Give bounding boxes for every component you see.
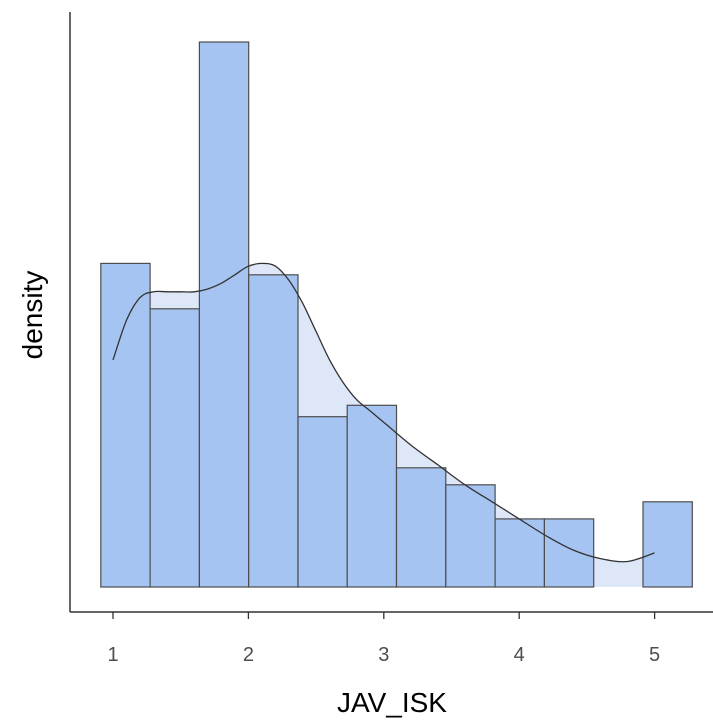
y-axis-title: density bbox=[17, 271, 48, 360]
histogram-bar-9 bbox=[494, 518, 546, 588]
x-tick-label-5: 5 bbox=[649, 644, 660, 666]
axes bbox=[69, 12, 713, 613]
histogram-bar-6 bbox=[346, 404, 398, 588]
x-tick-label-4: 4 bbox=[514, 644, 525, 666]
histogram-bar-8 bbox=[445, 484, 496, 588]
histogram-bars bbox=[100, 41, 693, 588]
histogram-bar-10 bbox=[543, 518, 595, 588]
histogram-bar-12 bbox=[642, 501, 693, 588]
x-axis-title: JAV_ISK bbox=[337, 687, 447, 718]
histogram-bar-2 bbox=[149, 308, 201, 588]
x-ticks: 1 2 3 4 5 bbox=[107, 612, 660, 666]
histogram-bar-1 bbox=[100, 262, 151, 588]
density-line bbox=[112, 262, 655, 563]
histogram-bar-5 bbox=[297, 416, 348, 588]
x-tick-label-1: 1 bbox=[107, 644, 118, 666]
x-tick-label-3: 3 bbox=[378, 644, 389, 666]
histogram-bar-7 bbox=[395, 467, 447, 588]
x-tick-label-2: 2 bbox=[243, 644, 254, 666]
histogram-bar-4 bbox=[248, 274, 299, 588]
histogram-bar-3 bbox=[198, 41, 250, 588]
density-line-layer bbox=[112, 262, 655, 563]
